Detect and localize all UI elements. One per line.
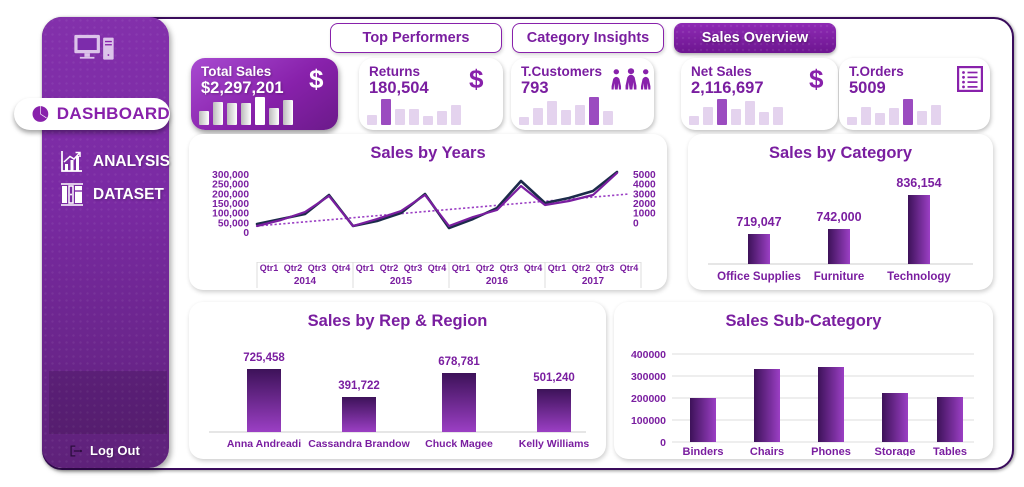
- svg-text:742,000: 742,000: [816, 210, 861, 224]
- svg-text:Qtr1: Qtr1: [548, 263, 567, 273]
- svg-text:300000: 300000: [631, 371, 666, 383]
- svg-text:Qtr4: Qtr4: [428, 263, 447, 273]
- svg-text:Phones: Phones: [811, 446, 851, 456]
- svg-text:2017: 2017: [582, 276, 605, 287]
- svg-text:Qtr4: Qtr4: [332, 263, 351, 273]
- svg-text:$: $: [809, 66, 824, 94]
- svg-text:100000: 100000: [631, 415, 666, 427]
- svg-text:Qtr3: Qtr3: [596, 263, 615, 273]
- svg-text:Anna Andreadi: Anna Andreadi: [227, 438, 301, 450]
- svg-text:Office Supplies: Office Supplies: [717, 271, 801, 283]
- svg-text:Qtr1: Qtr1: [260, 263, 279, 273]
- svg-text:400000: 400000: [631, 349, 666, 361]
- svg-text:$: $: [309, 66, 324, 94]
- svg-text:0: 0: [660, 437, 666, 449]
- svg-text:719,047: 719,047: [736, 215, 781, 229]
- svg-text:2015: 2015: [390, 276, 413, 287]
- svg-text:Cassandra Brandow: Cassandra Brandow: [308, 438, 410, 450]
- svg-text:Qtr3: Qtr3: [404, 263, 423, 273]
- svg-text:$: $: [469, 66, 484, 94]
- svg-text:Qtr1: Qtr1: [452, 263, 471, 273]
- svg-text:Qtr1: Qtr1: [356, 263, 375, 273]
- svg-text:Storage: Storage: [875, 446, 916, 456]
- svg-text:Qtr2: Qtr2: [380, 263, 399, 273]
- svg-text:Qtr4: Qtr4: [524, 263, 543, 273]
- svg-text:Binders: Binders: [683, 446, 724, 456]
- svg-text:0: 0: [633, 218, 639, 229]
- svg-text:2014: 2014: [294, 276, 317, 287]
- svg-text:836,154: 836,154: [896, 176, 941, 190]
- svg-text:Qtr4: Qtr4: [620, 263, 639, 273]
- svg-text:Chairs: Chairs: [750, 446, 784, 456]
- svg-text:391,722: 391,722: [338, 380, 380, 392]
- svg-text:Tables: Tables: [933, 446, 967, 456]
- svg-text:Technology: Technology: [887, 271, 951, 283]
- svg-text:Qtr2: Qtr2: [572, 263, 591, 273]
- svg-text:2016: 2016: [486, 276, 509, 287]
- svg-text:0: 0: [243, 228, 249, 239]
- svg-text:Qtr2: Qtr2: [476, 263, 495, 273]
- svg-text:Qtr2: Qtr2: [284, 263, 303, 273]
- svg-text:Qtr3: Qtr3: [308, 263, 327, 273]
- svg-text:678,781: 678,781: [438, 356, 480, 368]
- svg-text:Chuck Magee: Chuck Magee: [425, 438, 493, 450]
- svg-text:Furniture: Furniture: [814, 271, 864, 283]
- svg-text:725,458: 725,458: [243, 352, 285, 364]
- svg-text:Kelly Williams: Kelly Williams: [519, 438, 590, 450]
- svg-text:501,240: 501,240: [533, 372, 575, 384]
- svg-text:Qtr3: Qtr3: [500, 263, 519, 273]
- svg-text:200000: 200000: [631, 393, 666, 405]
